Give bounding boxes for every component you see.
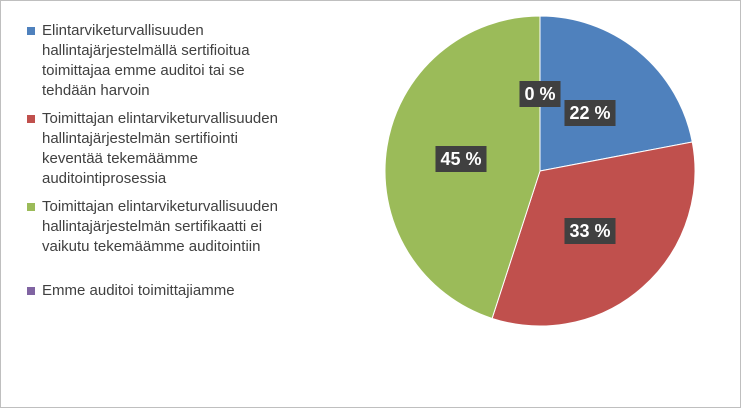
legend-line: keventää tekemäämme (42, 150, 198, 167)
legend-swatch-2 (27, 115, 35, 123)
legend-swatch-1 (27, 27, 35, 35)
legend-item-3: Toimittajan elintarviketurvallisuuden ha… (27, 197, 327, 257)
legend-line: toimittajaa emme auditoi tai se (42, 62, 245, 79)
legend-item-2: Toimittajan elintarviketurvallisuuden ha… (27, 109, 327, 189)
data-label-box (435, 146, 487, 172)
pie-slices (384, 15, 696, 327)
legend-item-4: Emme auditoi toimittajiamme (27, 281, 327, 301)
data-label-box (519, 81, 561, 107)
data-label-text: 0 % (524, 84, 555, 104)
data-label-text: 45 % (440, 149, 481, 169)
legend-line: vaikutu tekemäämme auditointiin (42, 238, 261, 255)
data-label-box (564, 218, 616, 244)
legend: Elintarviketurvallisuuden hallintajärjes… (27, 21, 327, 301)
data-label-4: 0 % (519, 81, 561, 107)
legend-line: hallintajärjestelmän sertifiointi (42, 130, 238, 147)
data-label-1: 22 % (564, 100, 616, 126)
data-label-2: 33 % (564, 218, 616, 244)
pie-data-labels: 22 % 33 % 45 % 0 % (435, 81, 616, 244)
data-label-3: 45 % (435, 146, 487, 172)
legend-line: Elintarviketurvallisuuden (42, 22, 204, 39)
legend-item-1: Elintarviketurvallisuuden hallintajärjes… (27, 21, 327, 101)
data-label-box (564, 100, 616, 126)
legend-swatch-3 (27, 203, 35, 211)
legend-line: auditointiprosessia (42, 170, 167, 187)
data-label-text: 22 % (569, 103, 610, 123)
pie-slice-1 (539, 15, 693, 172)
legend-line: tehdään harvoin (42, 82, 150, 99)
legend-line: Toimittajan elintarviketurvallisuuden (42, 198, 278, 215)
data-label-text: 33 % (569, 221, 610, 241)
legend-line: hallintajärjestelmän sertifikaatti ei (42, 218, 263, 235)
legend-line: Emme auditoi toimittajiamme (42, 282, 235, 299)
legend-line: hallintajärjestelmällä sertifioitua (42, 42, 250, 59)
legend-swatch-4 (27, 287, 35, 295)
legend-line: Toimittajan elintarviketurvallisuuden (42, 110, 278, 127)
